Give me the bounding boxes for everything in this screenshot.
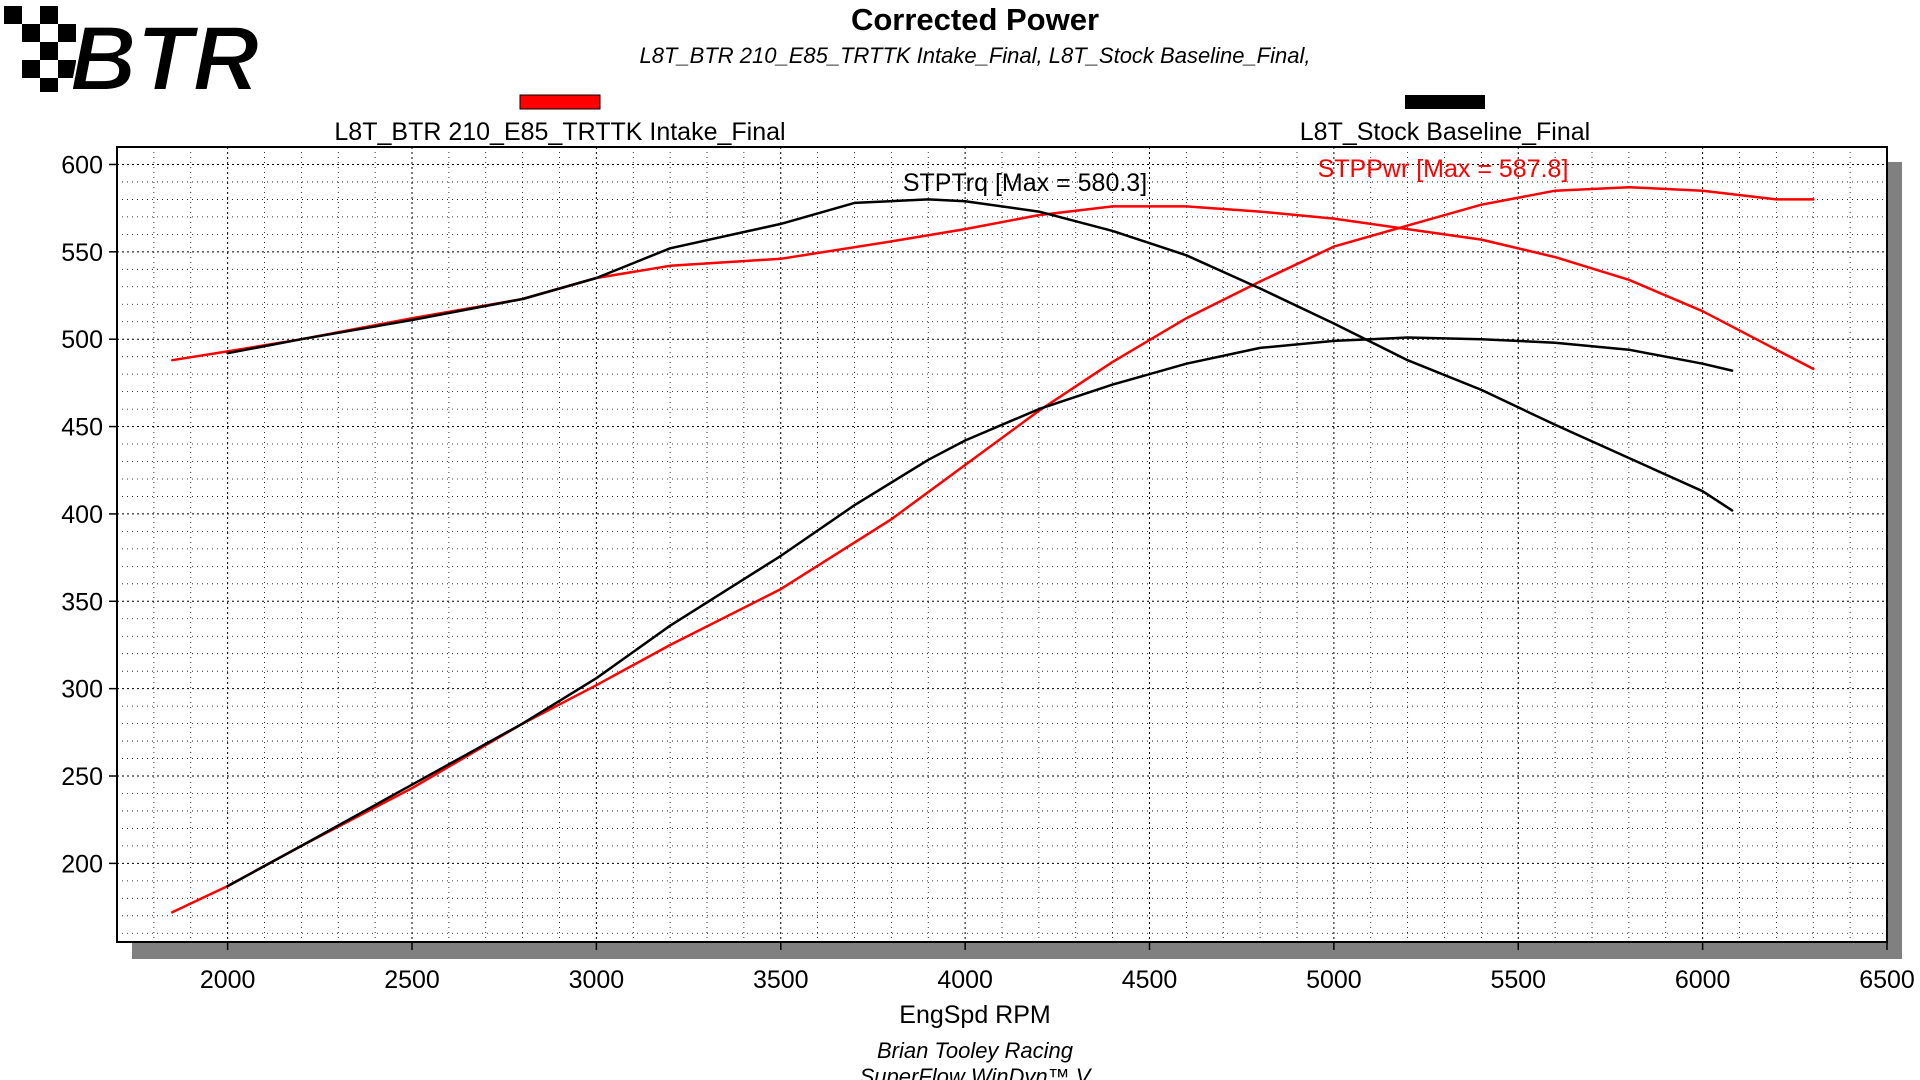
chart-subtitle: L8T_BTR 210_E85_TRTTK Intake_Final, L8T_… [640, 43, 1311, 68]
series-line-2 [226, 198, 1734, 512]
y-tick-label: 400 [61, 501, 103, 529]
annotation-stppwr: STPPwr [Max = 587.8] [1318, 155, 1569, 183]
y-tick-label: 300 [61, 676, 103, 704]
legend-swatch-red [519, 94, 601, 110]
y-tick-label: 350 [61, 588, 103, 616]
y-tick-label: 550 [61, 239, 103, 267]
checkered-flag-icon [4, 6, 76, 92]
y-tick-label: 250 [61, 763, 103, 791]
x-tick-label: 5000 [1306, 966, 1362, 994]
x-tick-label: 2500 [384, 966, 440, 994]
plot-area [116, 146, 1888, 943]
x-axis-ticks: 2000 2500 3000 3500 4000 4500 5000 5500 6000 6500 [200, 942, 1915, 994]
series-line-1 [171, 185, 1815, 914]
legend-swatch-black [1405, 95, 1485, 109]
series-lines [171, 185, 1815, 914]
legend-label-red: L8T_BTR 210_E85_TRTTK Intake_Final [334, 118, 785, 146]
btr-logo: BTR [4, 6, 260, 111]
footer-line1: Brian Tooley Racing [877, 1038, 1074, 1063]
x-tick-label: 4000 [937, 966, 993, 994]
x-tick-label: 3500 [753, 966, 809, 994]
x-tick-label: 6000 [1675, 966, 1731, 994]
grid [116, 147, 1887, 942]
x-tick-label: 2000 [200, 966, 256, 994]
y-tick-label: 450 [61, 414, 103, 442]
series-line-3 [226, 336, 1734, 888]
y-axis-ticks: 200 250 300 350 400 450 500 550 600 [61, 151, 117, 878]
x-tick-label: 3000 [569, 966, 625, 994]
annotation-stptrq: STPTrq [Max = 580.3] [903, 169, 1147, 197]
legend: L8T_BTR 210_E85_TRTTK Intake_Final L8T_S… [334, 94, 1590, 146]
y-tick-label: 500 [61, 326, 103, 354]
logo-text: BTR [70, 8, 259, 110]
y-tick-label: 600 [61, 151, 103, 179]
footer-line2: SuperFlow WinDyn™ V [860, 1064, 1093, 1080]
x-axis-label: EngSpd RPM [899, 1001, 1050, 1029]
legend-label-black: L8T_Stock Baseline_Final [1300, 118, 1590, 146]
x-tick-label: 6500 [1859, 966, 1915, 994]
chart-title: Corrected Power [851, 2, 1099, 37]
x-tick-label: 4500 [1122, 966, 1178, 994]
x-tick-label: 5500 [1490, 966, 1546, 994]
y-tick-label: 200 [61, 850, 103, 878]
